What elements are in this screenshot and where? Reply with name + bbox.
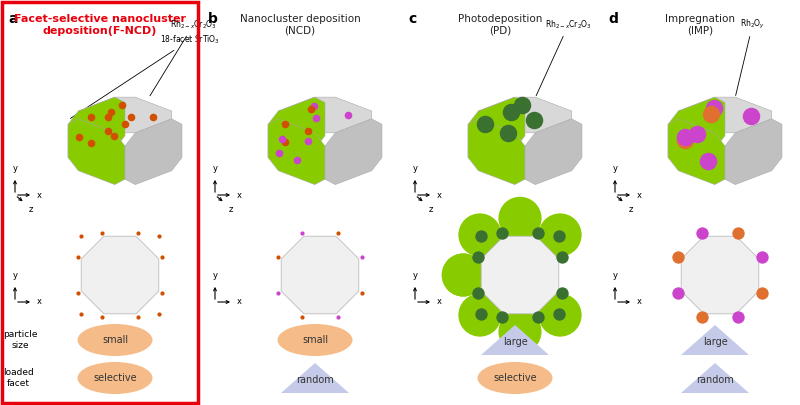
Text: Facet-selective nanocluster
deposition(F-NCD): Facet-selective nanocluster deposition(F… [14, 14, 186, 36]
Polygon shape [125, 119, 182, 185]
Text: x: x [237, 298, 242, 307]
Polygon shape [678, 97, 772, 133]
Polygon shape [278, 97, 372, 133]
Ellipse shape [538, 294, 582, 337]
Ellipse shape [538, 213, 582, 256]
Polygon shape [281, 236, 359, 314]
Polygon shape [281, 363, 349, 393]
Polygon shape [68, 119, 125, 185]
Text: x: x [437, 298, 442, 307]
Text: particle
size: particle size [3, 330, 38, 350]
Ellipse shape [478, 362, 553, 394]
Text: small: small [102, 335, 128, 345]
Text: Photodeposition
(PD): Photodeposition (PD) [458, 14, 542, 36]
Text: x: x [637, 190, 642, 200]
Ellipse shape [442, 254, 485, 296]
Text: d: d [608, 12, 618, 26]
Text: y: y [413, 164, 418, 173]
Text: Impregnation
(IMP): Impregnation (IMP) [665, 14, 735, 36]
Polygon shape [478, 97, 572, 133]
Text: x: x [237, 190, 242, 200]
Text: y: y [13, 164, 18, 173]
Polygon shape [68, 97, 125, 163]
Text: x: x [437, 190, 442, 200]
Text: z: z [629, 205, 634, 214]
Text: Rh$_{2-x}$Cr$_2$O$_3$: Rh$_{2-x}$Cr$_2$O$_3$ [150, 19, 217, 96]
Text: selective: selective [493, 373, 537, 383]
Ellipse shape [458, 294, 502, 337]
Ellipse shape [498, 197, 542, 240]
Text: y: y [13, 271, 18, 280]
Ellipse shape [442, 254, 485, 296]
Polygon shape [78, 97, 172, 133]
Polygon shape [681, 325, 749, 355]
Polygon shape [668, 119, 725, 185]
Text: selective: selective [93, 373, 137, 383]
Polygon shape [681, 236, 759, 314]
Polygon shape [81, 236, 159, 314]
Text: large: large [702, 337, 727, 347]
Ellipse shape [498, 310, 542, 353]
Text: large: large [502, 337, 527, 347]
Polygon shape [481, 236, 559, 314]
Text: random: random [696, 375, 734, 385]
Ellipse shape [78, 324, 153, 356]
Polygon shape [481, 325, 549, 355]
Text: loaded
facet: loaded facet [3, 368, 34, 388]
Polygon shape [681, 363, 749, 393]
Ellipse shape [458, 213, 502, 256]
Text: y: y [613, 164, 618, 173]
Text: x: x [37, 190, 42, 200]
Text: z: z [429, 205, 434, 214]
Text: y: y [413, 271, 418, 280]
Polygon shape [268, 97, 325, 163]
Text: b: b [208, 12, 218, 26]
Polygon shape [525, 119, 582, 185]
Text: 18-facet SrTiO$_3$: 18-facet SrTiO$_3$ [70, 34, 220, 118]
Text: Rh$_{2-x}$Cr$_2$O$_3$: Rh$_{2-x}$Cr$_2$O$_3$ [536, 19, 592, 96]
Polygon shape [668, 97, 725, 163]
Text: y: y [213, 271, 218, 280]
Text: y: y [613, 271, 618, 280]
Text: x: x [37, 298, 42, 307]
Ellipse shape [78, 362, 153, 394]
Ellipse shape [278, 324, 353, 356]
Text: random: random [296, 375, 334, 385]
Text: small: small [302, 335, 328, 345]
Polygon shape [325, 119, 382, 185]
Polygon shape [468, 97, 525, 163]
Text: x: x [637, 298, 642, 307]
Text: z: z [229, 205, 234, 214]
Polygon shape [468, 119, 525, 185]
Text: a: a [8, 12, 18, 26]
Text: Rh$_2$O$_y$: Rh$_2$O$_y$ [736, 18, 766, 96]
Polygon shape [725, 119, 782, 185]
Text: z: z [29, 205, 34, 214]
Text: Nanocluster deposition
(NCD): Nanocluster deposition (NCD) [240, 14, 360, 36]
Text: c: c [408, 12, 416, 26]
Polygon shape [268, 119, 325, 185]
Text: y: y [213, 164, 218, 173]
